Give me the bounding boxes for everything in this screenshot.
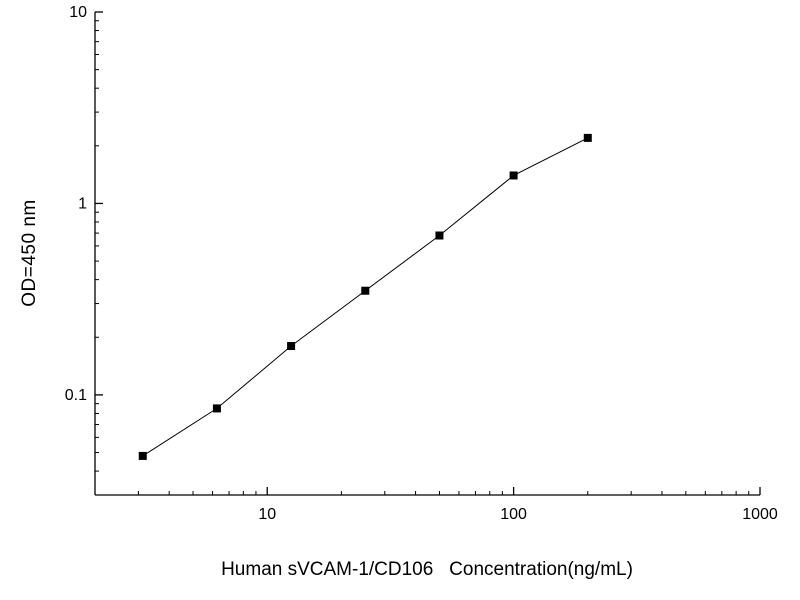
data-point-marker xyxy=(212,404,221,413)
x-tick-label: 10 xyxy=(258,506,276,523)
y-tick-label: 0.1 xyxy=(65,387,87,404)
y-tick-label: 10 xyxy=(69,4,87,21)
data-point-marker xyxy=(287,342,296,351)
y-tick-label: 1 xyxy=(78,195,87,212)
data-point-marker xyxy=(138,451,147,460)
data-point-marker xyxy=(583,133,592,142)
data-point-marker xyxy=(509,171,518,180)
x-tick-label: 100 xyxy=(500,506,527,523)
data-point-marker xyxy=(361,286,370,295)
x-tick-label: 1000 xyxy=(742,506,778,523)
data-point-marker xyxy=(435,231,444,240)
series-line xyxy=(142,137,589,457)
y-axis-title: OD=450 nm xyxy=(19,199,40,307)
x-axis-title: Human sVCAM-1/CD106 Concentration(ng/mL) xyxy=(221,559,633,580)
